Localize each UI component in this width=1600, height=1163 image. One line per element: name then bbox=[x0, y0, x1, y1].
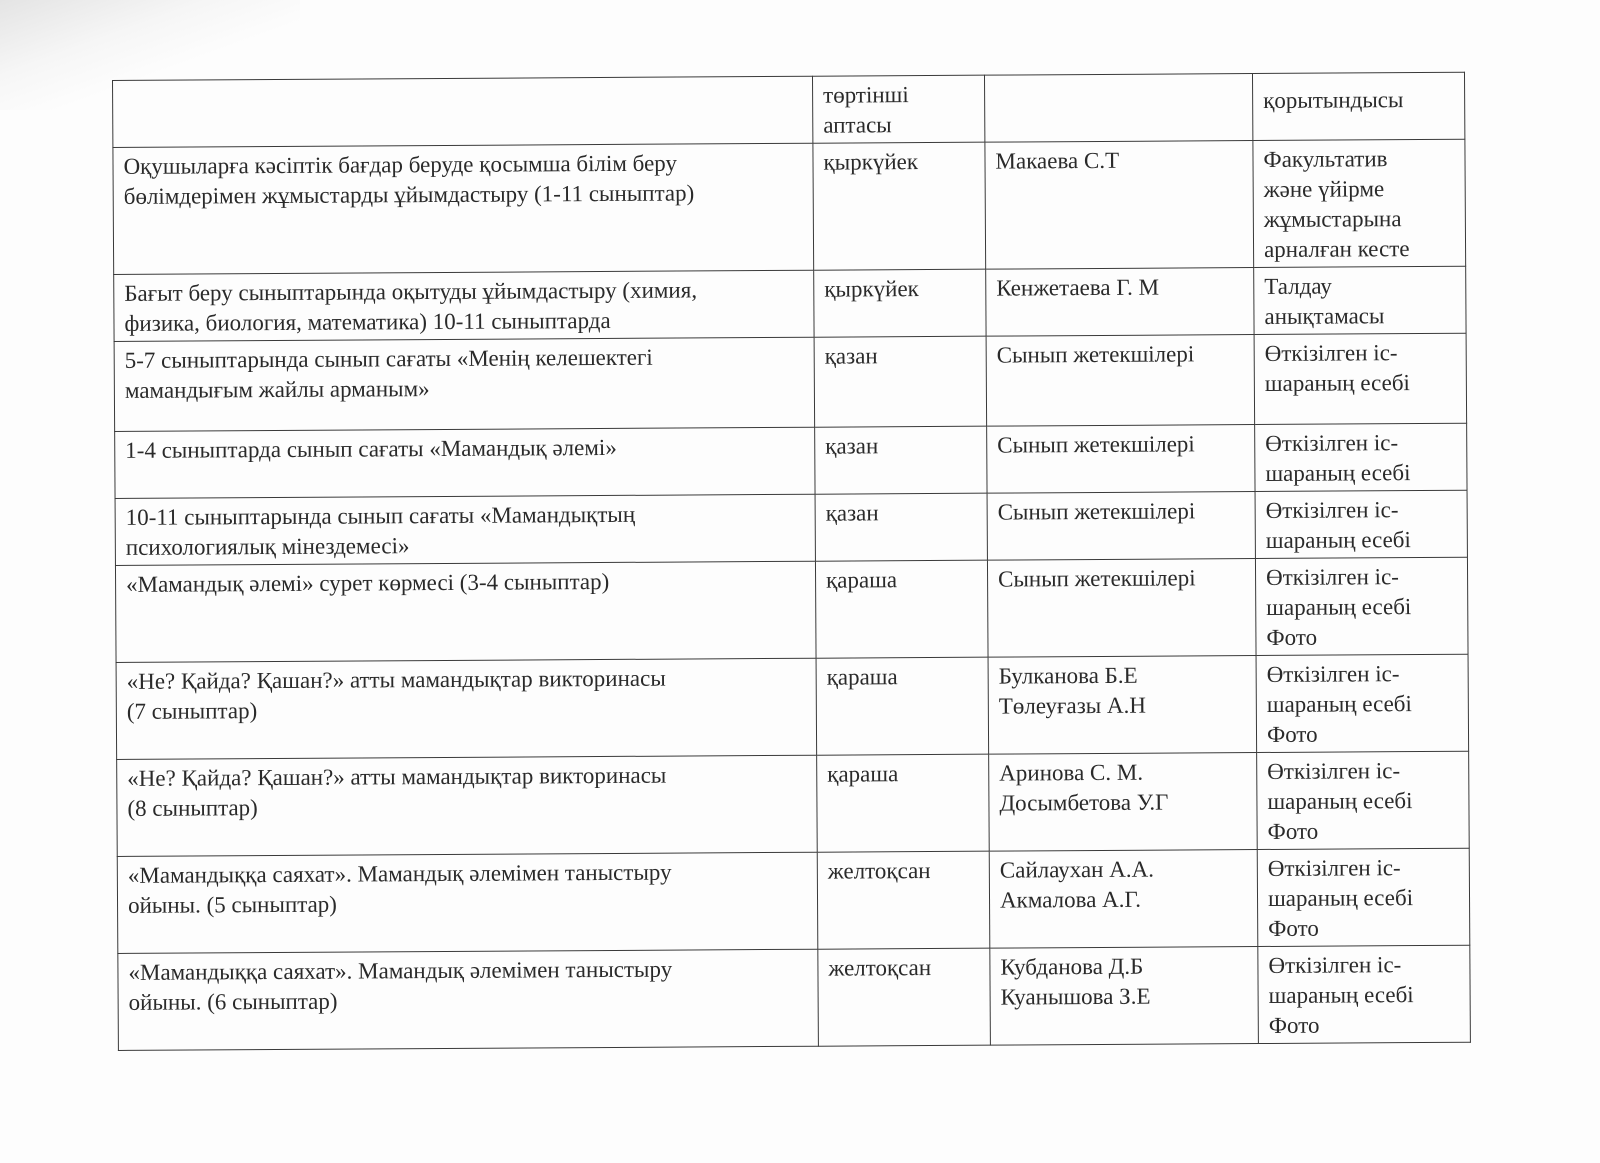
cell-event: «Мамандыққа саяхат». Мамандық әлемімен т… bbox=[117, 852, 818, 954]
cell-responsible: Кубданова Д.Б Куанышова З.Е bbox=[989, 946, 1259, 1046]
cell-event: 10-11 сыныптарында сынып сағаты «Маманды… bbox=[115, 494, 816, 566]
cell-event: 5-7 сыныптарында сынып сағаты «Менің кел… bbox=[114, 337, 815, 432]
cell-date: желтоқсан bbox=[817, 851, 990, 950]
header-cell-result: қорытындысы bbox=[1252, 72, 1465, 141]
header-cell-event bbox=[112, 76, 813, 148]
cell-result: Өткізілген іс- шараның есебі Фото bbox=[1257, 945, 1471, 1044]
cell-result: Өткізілген іс- шараның есебі bbox=[1255, 490, 1468, 559]
cell-responsible: Булканова Б.Е Төлеуғазы А.Н bbox=[988, 655, 1257, 755]
cell-date: қазан bbox=[814, 426, 988, 495]
cell-event: Оқушыларға кәсіптік бағдар беруде қосымш… bbox=[112, 143, 814, 275]
cell-responsible: Сынып жетекшілері bbox=[987, 558, 1257, 658]
cell-date: қазан bbox=[815, 493, 988, 562]
table-row: 10-11 сыныптарында сынып сағаты «Маманды… bbox=[115, 490, 1468, 566]
table-row: «Не? Қайда? Қашан?» атты мамандықтар вик… bbox=[116, 654, 1469, 760]
table-row: Бағыт беру сыныптарында оқытуды ұйымдаст… bbox=[113, 266, 1467, 342]
cell-result: Өткізілген іс- шараның есебі Фото bbox=[1256, 654, 1469, 753]
table-row: 5-7 сыныптарында сынып сағаты «Менің кел… bbox=[114, 333, 1467, 432]
table-row: «Мамандыққа саяхат». Мамандық әлемімен т… bbox=[117, 848, 1470, 954]
table-row: «Мамандық әлемі» сурет көрмесі (3-4 сыны… bbox=[115, 557, 1469, 663]
table-row: «Не? Қайда? Қашан?» атты мамандықтар вик… bbox=[116, 751, 1470, 857]
plan-table: төртінші аптасы қорытындысы Оқушыларға к… bbox=[112, 72, 1471, 1051]
cell-result: Өткізілген іс- шараның есебі bbox=[1254, 333, 1467, 425]
cell-event: Бағыт беру сыныптарында оқытуды ұйымдаст… bbox=[113, 270, 815, 342]
cell-date: қараша bbox=[816, 657, 989, 756]
cell-event: «Мамандыққа саяхат». Мамандық әлемімен т… bbox=[117, 949, 819, 1051]
header-cell-responsible bbox=[984, 73, 1253, 143]
table-row: «Мамандыққа саяхат». Мамандық әлемімен т… bbox=[117, 945, 1471, 1051]
cell-date: қараша bbox=[815, 560, 989, 659]
cell-result: Талдау анықтамасы bbox=[1253, 266, 1467, 335]
cell-event: «Не? Қайда? Қашан?» атты мамандықтар вик… bbox=[116, 658, 817, 760]
cell-event: «Мамандық әлемі» сурет көрмесі (3-4 сыны… bbox=[115, 561, 817, 663]
cell-responsible: Сынып жетекшілері bbox=[986, 334, 1255, 427]
cell-result: Өткізілген іс- шараның есебі Фото bbox=[1257, 848, 1470, 947]
cell-responsible: Макаева С.Т bbox=[984, 140, 1254, 270]
header-cell-date: төртінші аптасы bbox=[812, 75, 985, 144]
table-row: Оқушыларға кәсіптік бағдар беруде қосымш… bbox=[112, 139, 1466, 275]
cell-responsible: Кенжетаева Г. М bbox=[985, 267, 1255, 337]
cell-result: Өткізілген іс- шараның есебі bbox=[1254, 423, 1468, 492]
cell-responsible: Сынып жетекшілері bbox=[987, 491, 1256, 561]
cell-result: Өткізілген іс- шараның есебі Фото bbox=[1256, 751, 1470, 850]
cell-responsible: Аринова С. М. Досымбетова У.Г bbox=[988, 752, 1258, 852]
cell-date: қазан bbox=[814, 336, 987, 428]
cell-result: Факультатив және үйірме жұмыстарына арна… bbox=[1252, 139, 1466, 268]
cell-responsible: Сайлаухан А.А. Акмалова А.Г. bbox=[989, 849, 1258, 949]
cell-event: 1-4 сыныптарда сынып сағаты «Мамандық әл… bbox=[114, 427, 816, 499]
cell-date: қыркүйек bbox=[812, 142, 986, 271]
cell-responsible: Сынып жетекшілері bbox=[986, 424, 1256, 494]
table-row: 1-4 сыныптарда сынып сағаты «Мамандық әл… bbox=[114, 423, 1468, 499]
cell-event: «Не? Қайда? Қашан?» атты мамандықтар вик… bbox=[116, 755, 818, 857]
cell-result: Өткізілген іс- шараның есебі Фото bbox=[1255, 557, 1469, 656]
scan-shadow bbox=[0, 0, 300, 110]
cell-date: қыркүйек bbox=[813, 269, 987, 338]
cell-date: желтоқсан bbox=[817, 948, 991, 1047]
cell-date: қараша bbox=[816, 754, 990, 853]
table-header-row: төртінші аптасы қорытындысы bbox=[112, 72, 1465, 148]
